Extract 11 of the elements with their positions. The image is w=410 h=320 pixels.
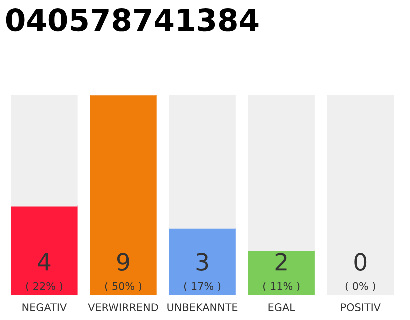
chart-title: 040578741384 <box>6 8 259 32</box>
data-label: 0 ( 0% ) <box>346 253 376 292</box>
x-tick-label: UNBEKANNTE <box>168 304 238 312</box>
x-tick-label: POSITIV <box>341 304 381 312</box>
data-label: 4 ( 22% ) <box>26 253 62 292</box>
data-label: 3 ( 17% ) <box>184 253 221 292</box>
data-label: 2 ( 11% ) <box>264 253 300 292</box>
x-tick-label: NEGATIV <box>22 304 68 312</box>
data-label: 9 ( 50% ) <box>105 253 142 292</box>
x-tick-label: VERWIRREND <box>88 304 158 312</box>
x-tick-label: EGAL <box>268 304 296 312</box>
